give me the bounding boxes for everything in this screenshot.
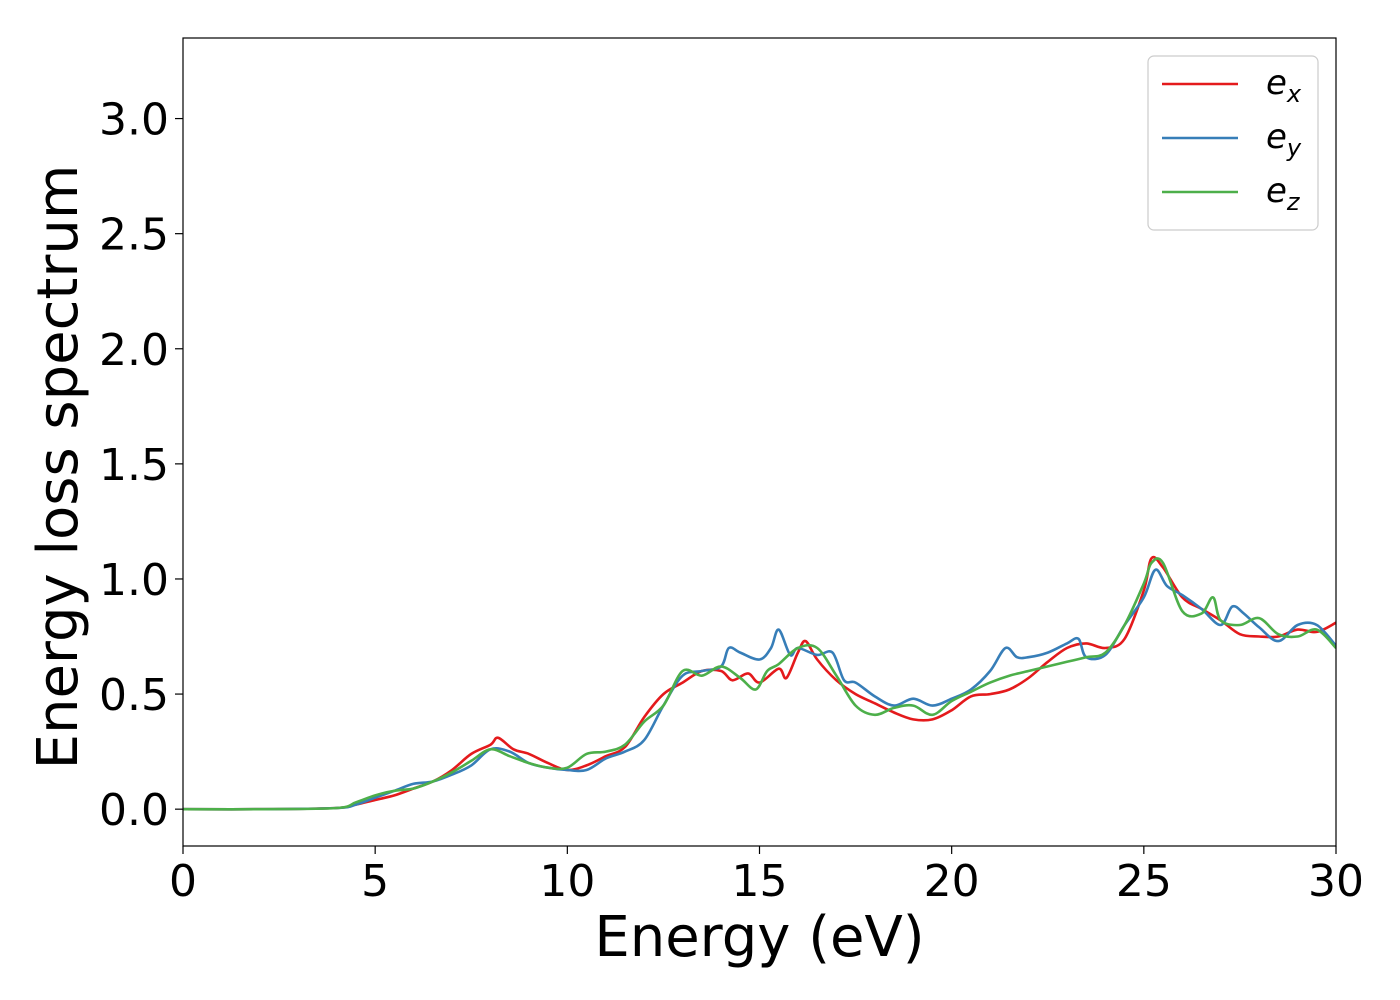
x-axis-title: Energy (eV) bbox=[594, 905, 924, 970]
legend-label-ex: ex bbox=[1266, 63, 1302, 108]
x-tick-label: 20 bbox=[924, 856, 980, 907]
x-tick-label: 5 bbox=[361, 856, 389, 907]
y-axis: 0.0 0.5 1.0 1.5 2.0 2.5 3.0 bbox=[99, 95, 183, 836]
series-line-ez bbox=[183, 557, 1336, 811]
y-tick-label: 1.5 bbox=[99, 440, 169, 491]
series-line-ey bbox=[183, 568, 1336, 811]
y-axis-title: Energy loss spectrum bbox=[26, 165, 91, 770]
y-tick-label: 0.5 bbox=[99, 670, 169, 721]
x-tick-label: 10 bbox=[539, 856, 595, 907]
y-tick-label: 2.0 bbox=[99, 325, 169, 376]
legend-box bbox=[1147, 55, 1319, 231]
x-tick-label: 25 bbox=[1116, 856, 1172, 907]
x-tick-label: 15 bbox=[732, 856, 788, 907]
y-tick-label: 2.5 bbox=[99, 210, 169, 261]
x-tick-label: 30 bbox=[1308, 856, 1364, 907]
legend-label-ey: ey bbox=[1266, 117, 1302, 162]
x-tick-label: 0 bbox=[169, 856, 197, 907]
y-tick-label: 1.0 bbox=[99, 555, 169, 606]
y-tick-label: 3.0 bbox=[99, 95, 169, 146]
legend: ex ey ez bbox=[1147, 55, 1319, 231]
legend-label-ez: ez bbox=[1266, 171, 1301, 216]
x-axis: 0 5 10 15 20 25 30 bbox=[169, 846, 1364, 907]
y-tick-label: 0.0 bbox=[99, 785, 169, 836]
series-layer bbox=[183, 555, 1336, 811]
